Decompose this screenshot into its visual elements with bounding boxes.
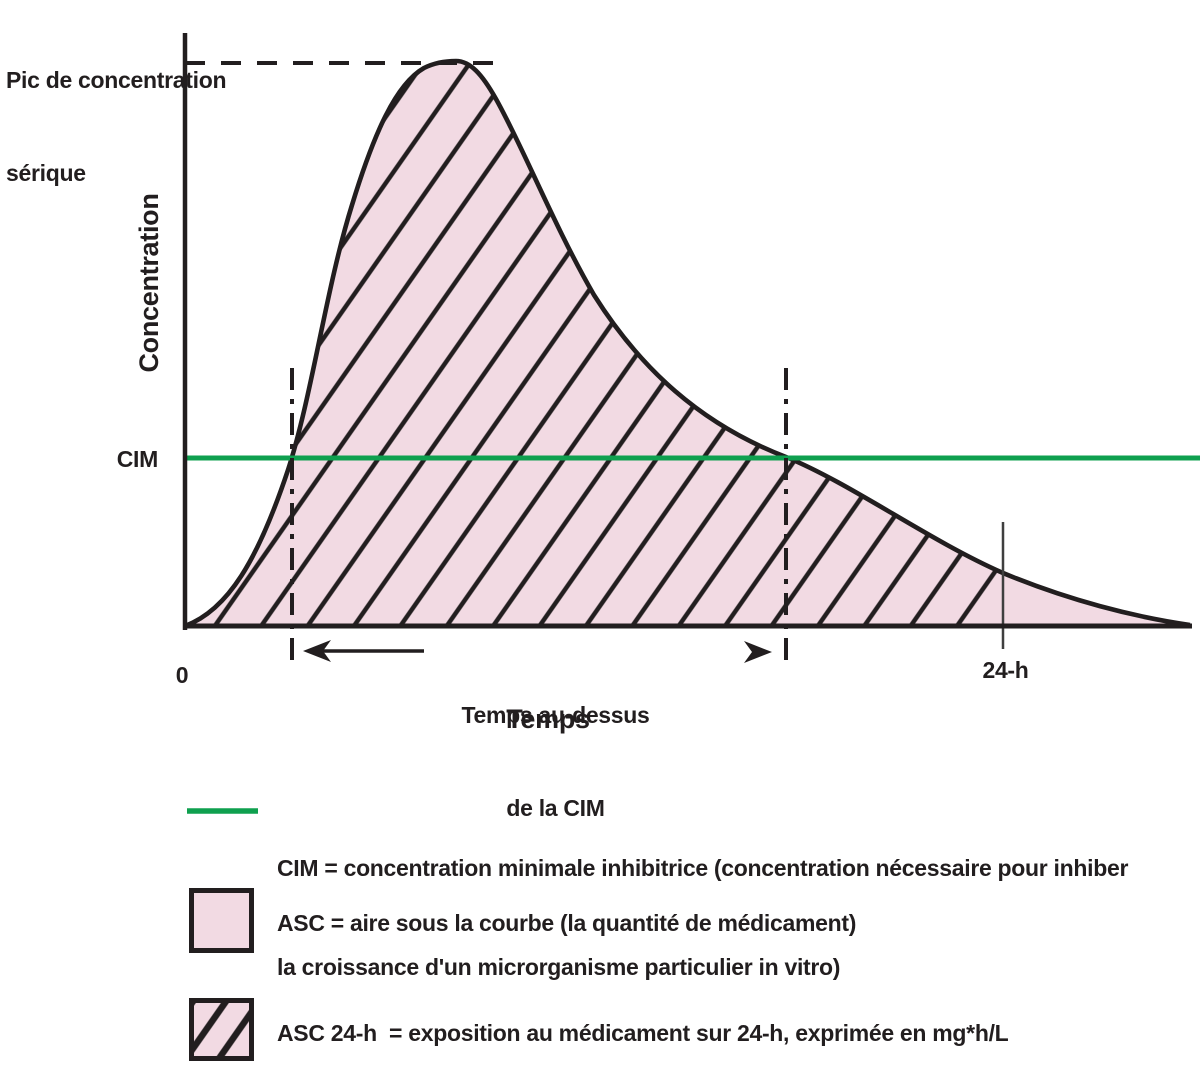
time-above-mic-label-line1: Temps au-dessus <box>461 702 650 728</box>
x-axis-label: Temps <box>506 704 590 734</box>
origin-tick-label: 0 <box>175 662 189 688</box>
peak-concentration-label: Pic de concentration sérique <box>6 3 227 251</box>
legend-cim-text-line2: la croissance d'un microrganisme particu… <box>277 954 841 980</box>
time-above-mic-label: Temps au-dessus de la CIM <box>448 638 663 886</box>
arrowhead-right-icon <box>744 641 772 663</box>
auc-24h-hatch <box>185 61 1003 627</box>
tick-24h-label: 24-h <box>982 657 1029 683</box>
legend-asc-text: ASC = aire sous la courbe (la quantité d… <box>277 910 857 936</box>
time-above-mic-label-line2: de la CIM <box>506 795 605 821</box>
legend-asc24h-swatch <box>189 998 254 1061</box>
legend-cim-text: CIM = concentration minimale inhibitrice… <box>277 786 1197 1050</box>
legend-asc24h-text: ASC 24-h = exposition au médicament sur … <box>277 1020 1009 1046</box>
peak-concentration-label-line2: sérique <box>6 160 86 186</box>
legend-asc-swatch <box>189 888 254 953</box>
concentration-curve <box>184 58 1191 629</box>
cim-axis-label: CIM <box>116 446 159 472</box>
y-axis-label: Concentration <box>134 193 164 373</box>
legend-cim-text-line1: CIM = concentration minimale inhibitrice… <box>277 855 1129 881</box>
arrowhead-left-icon <box>303 640 331 662</box>
peak-concentration-label-line1: Pic de concentration <box>6 67 227 93</box>
